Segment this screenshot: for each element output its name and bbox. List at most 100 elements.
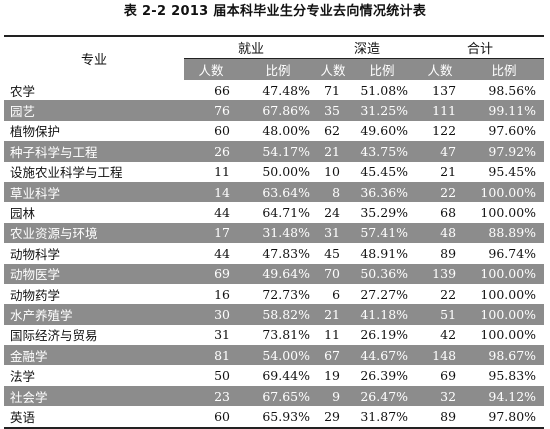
- table-row: 国际经济与贸易 31 73.81% 11 26.19% 42 100.00%: [4, 325, 544, 345]
- total-ratio-cell: 98.67%: [464, 345, 545, 366]
- sub-header-ratio: 比例: [464, 58, 545, 80]
- employed-ratio-cell: 73.81%: [262, 327, 311, 343]
- total-ratio-cell: 100.00%: [464, 304, 545, 325]
- study-count-cell: 62: [324, 123, 341, 139]
- total-ratio-cell: 100.00%: [464, 263, 545, 284]
- study-ratio-cell: 26.39%: [360, 368, 409, 384]
- major-cell: 设施农业科学与工程: [10, 165, 123, 181]
- table-row: 英语 60 65.93% 29 31.87% 89 97.80%: [4, 406, 545, 429]
- employed-count-cell: 76: [184, 100, 238, 121]
- total-count-cell: 148: [416, 345, 465, 366]
- table-row: 园林 44 64.71% 24 35.29% 68 100.00%: [4, 202, 544, 222]
- study-ratio-cell: 51.08%: [360, 82, 409, 98]
- total-ratio-cell: 100.00%: [480, 205, 537, 221]
- table-body: 农学 66 47.48% 71 51.08% 137 98.56% 园艺 76 67.86% 35 3…: [4, 80, 545, 429]
- study-count-cell: 70: [318, 263, 349, 284]
- study-count-cell: 35: [318, 100, 349, 121]
- employed-count-cell: 31: [214, 327, 230, 343]
- study-ratio-cell: 50.36%: [348, 263, 417, 284]
- employed-count-cell: 69: [184, 263, 238, 284]
- employed-count-cell: 60: [214, 123, 230, 139]
- employed-ratio-cell: 47.83%: [262, 245, 311, 261]
- study-count-cell: 8: [318, 181, 349, 203]
- employed-ratio-cell: 67.86%: [238, 100, 319, 121]
- study-count-cell: 21: [318, 141, 349, 162]
- total-count-cell: 111: [416, 100, 465, 121]
- employed-count-cell: 50: [214, 368, 230, 384]
- total-ratio-cell: 100.00%: [464, 181, 545, 203]
- study-ratio-cell: 36.36%: [348, 181, 417, 203]
- table-row: 草业科学 14 63.64% 8 36.36% 22 100.00%: [4, 181, 545, 203]
- total-count-cell: 21: [440, 164, 457, 180]
- employed-count-cell: 30: [184, 304, 238, 325]
- study-ratio-cell: 44.67%: [348, 345, 417, 366]
- employed-count-cell: 44: [214, 205, 230, 221]
- table-row: 园艺 76 67.86% 35 31.25% 111 99.11%: [4, 100, 545, 121]
- table-row: 社会学 23 67.65% 9 26.47% 32 94.12%: [4, 385, 545, 407]
- total-count-cell: 51: [416, 304, 465, 325]
- major-cell: 农学: [10, 83, 36, 99]
- major-cell: 园艺: [4, 100, 184, 121]
- employed-ratio-cell: 49.64%: [238, 263, 319, 284]
- study-count-cell: 11: [324, 327, 341, 343]
- employed-ratio-cell: 63.64%: [238, 181, 319, 203]
- study-count-cell: 71: [324, 82, 341, 98]
- study-count-cell: 31: [318, 222, 349, 244]
- study-count-cell: 21: [318, 304, 349, 325]
- study-ratio-cell: 31.87%: [348, 406, 417, 429]
- employed-count-cell: 17: [184, 222, 238, 244]
- total-count-cell: 47: [416, 141, 465, 162]
- study-ratio-cell: 49.60%: [360, 123, 409, 139]
- study-count-cell: 10: [324, 164, 341, 180]
- major-cell: 农业资源与环境: [4, 222, 184, 244]
- study-count-cell: 19: [324, 368, 341, 384]
- employed-count-cell: 44: [214, 245, 230, 261]
- employed-ratio-cell: 65.93%: [238, 406, 319, 429]
- table-row: 种子科学与工程 26 54.17% 21 43.75% 47 97.92%: [4, 141, 545, 162]
- study-ratio-cell: 31.25%: [348, 100, 417, 121]
- total-ratio-cell: 98.56%: [488, 82, 537, 98]
- sub-header-count: 人数: [184, 58, 238, 80]
- study-ratio-cell: 26.47%: [348, 385, 417, 407]
- sub-header-count: 人数: [318, 58, 349, 80]
- study-count-cell: 45: [324, 245, 341, 261]
- table-row: 设施农业科学与工程 11 50.00% 10 45.45% 21 95.45%: [4, 162, 544, 182]
- group-header-row: 专业 就业 深造 合计: [4, 35, 545, 80]
- total-ratio-cell: 95.45%: [488, 164, 537, 180]
- employed-ratio-cell: 50.00%: [262, 164, 311, 180]
- total-ratio-cell: 97.80%: [464, 406, 545, 429]
- major-cell: 草业科学: [4, 181, 184, 203]
- table-row: 动物科学 44 47.83% 45 48.91% 89 96.74%: [4, 243, 544, 263]
- total-ratio-cell: 95.83%: [488, 368, 537, 384]
- employed-ratio-cell: 47.48%: [262, 82, 311, 98]
- table-row: 植物保护 60 48.00% 62 49.60% 122 97.60%: [4, 121, 544, 141]
- major-cell: 国际经济与贸易: [10, 328, 98, 344]
- table-row: 农学 66 47.48% 71 51.08% 137 98.56%: [4, 80, 544, 100]
- total-ratio-cell: 94.12%: [464, 385, 545, 407]
- employed-count-cell: 11: [214, 164, 230, 180]
- table-row: 水产养殖学 30 58.82% 21 41.18% 51 100.00%: [4, 304, 545, 325]
- employed-count-cell: 60: [184, 406, 238, 429]
- total-ratio-cell: 88.89%: [464, 222, 545, 244]
- employed-count-cell: 66: [214, 82, 230, 98]
- sub-header-row: 人数 比例 人数 比例 人数 比例: [4, 58, 545, 80]
- group-header-further-study: 深造: [318, 35, 417, 59]
- employed-count-cell: 16: [214, 286, 230, 302]
- total-count-cell: 89: [440, 245, 457, 261]
- total-count-cell: 68: [440, 205, 457, 221]
- total-ratio-cell: 97.60%: [488, 123, 537, 139]
- major-cell: 金融学: [4, 345, 184, 366]
- study-ratio-cell: 26.19%: [360, 327, 409, 343]
- employed-ratio-cell: 69.44%: [262, 368, 311, 384]
- study-ratio-cell: 43.75%: [348, 141, 417, 162]
- total-ratio-cell: 100.00%: [480, 327, 537, 343]
- employed-ratio-cell: 72.73%: [262, 286, 311, 302]
- employed-count-cell: 23: [184, 385, 238, 407]
- group-header-total: 合计: [416, 35, 545, 59]
- total-count-cell: 69: [440, 368, 457, 384]
- total-count-cell: 32: [416, 385, 465, 407]
- table-title: 表 2-2 2013 届本科毕业生分专业去向情况统计表: [123, 4, 427, 19]
- table-row: 法学 50 69.44% 19 26.39% 69 95.83%: [4, 365, 544, 385]
- total-count-cell: 48: [416, 222, 465, 244]
- study-ratio-cell: 48.91%: [360, 245, 409, 261]
